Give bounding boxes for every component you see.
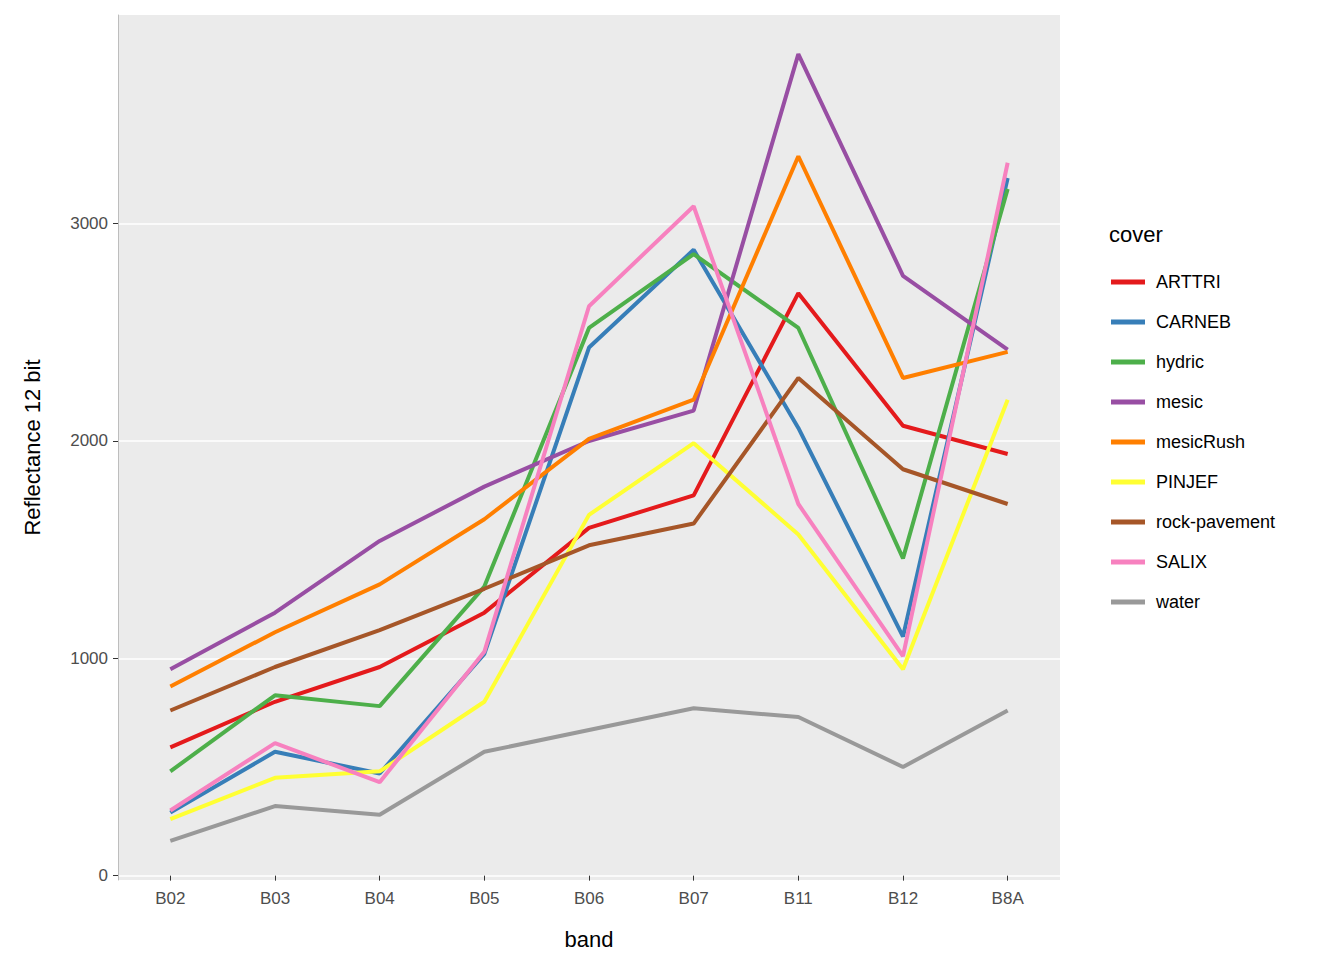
svg-text:B06: B06	[574, 889, 604, 908]
svg-text:B8A: B8A	[992, 889, 1025, 908]
svg-text:3000: 3000	[70, 214, 108, 233]
svg-text:mesic: mesic	[1156, 392, 1203, 412]
svg-text:hydric: hydric	[1156, 352, 1204, 372]
svg-text:B12: B12	[888, 889, 918, 908]
svg-text:PINJEF: PINJEF	[1156, 472, 1218, 492]
svg-text:B04: B04	[365, 889, 395, 908]
svg-text:B03: B03	[260, 889, 290, 908]
svg-text:CARNEB: CARNEB	[1156, 312, 1231, 332]
svg-text:mesicRush: mesicRush	[1156, 432, 1245, 452]
svg-text:2000: 2000	[70, 431, 108, 450]
svg-text:B02: B02	[155, 889, 185, 908]
svg-text:rock-pavement: rock-pavement	[1156, 512, 1275, 532]
svg-text:B05: B05	[469, 889, 499, 908]
svg-text:1000: 1000	[70, 649, 108, 668]
svg-text:0: 0	[99, 866, 108, 885]
svg-text:Reflectance 12 bit: Reflectance 12 bit	[20, 359, 45, 535]
svg-text:ARTTRI: ARTTRI	[1156, 272, 1221, 292]
svg-text:band: band	[565, 927, 614, 952]
svg-text:water: water	[1155, 592, 1200, 612]
svg-text:B07: B07	[679, 889, 709, 908]
svg-text:SALIX: SALIX	[1156, 552, 1207, 572]
svg-text:B11: B11	[784, 889, 813, 908]
svg-text:cover: cover	[1109, 222, 1163, 247]
